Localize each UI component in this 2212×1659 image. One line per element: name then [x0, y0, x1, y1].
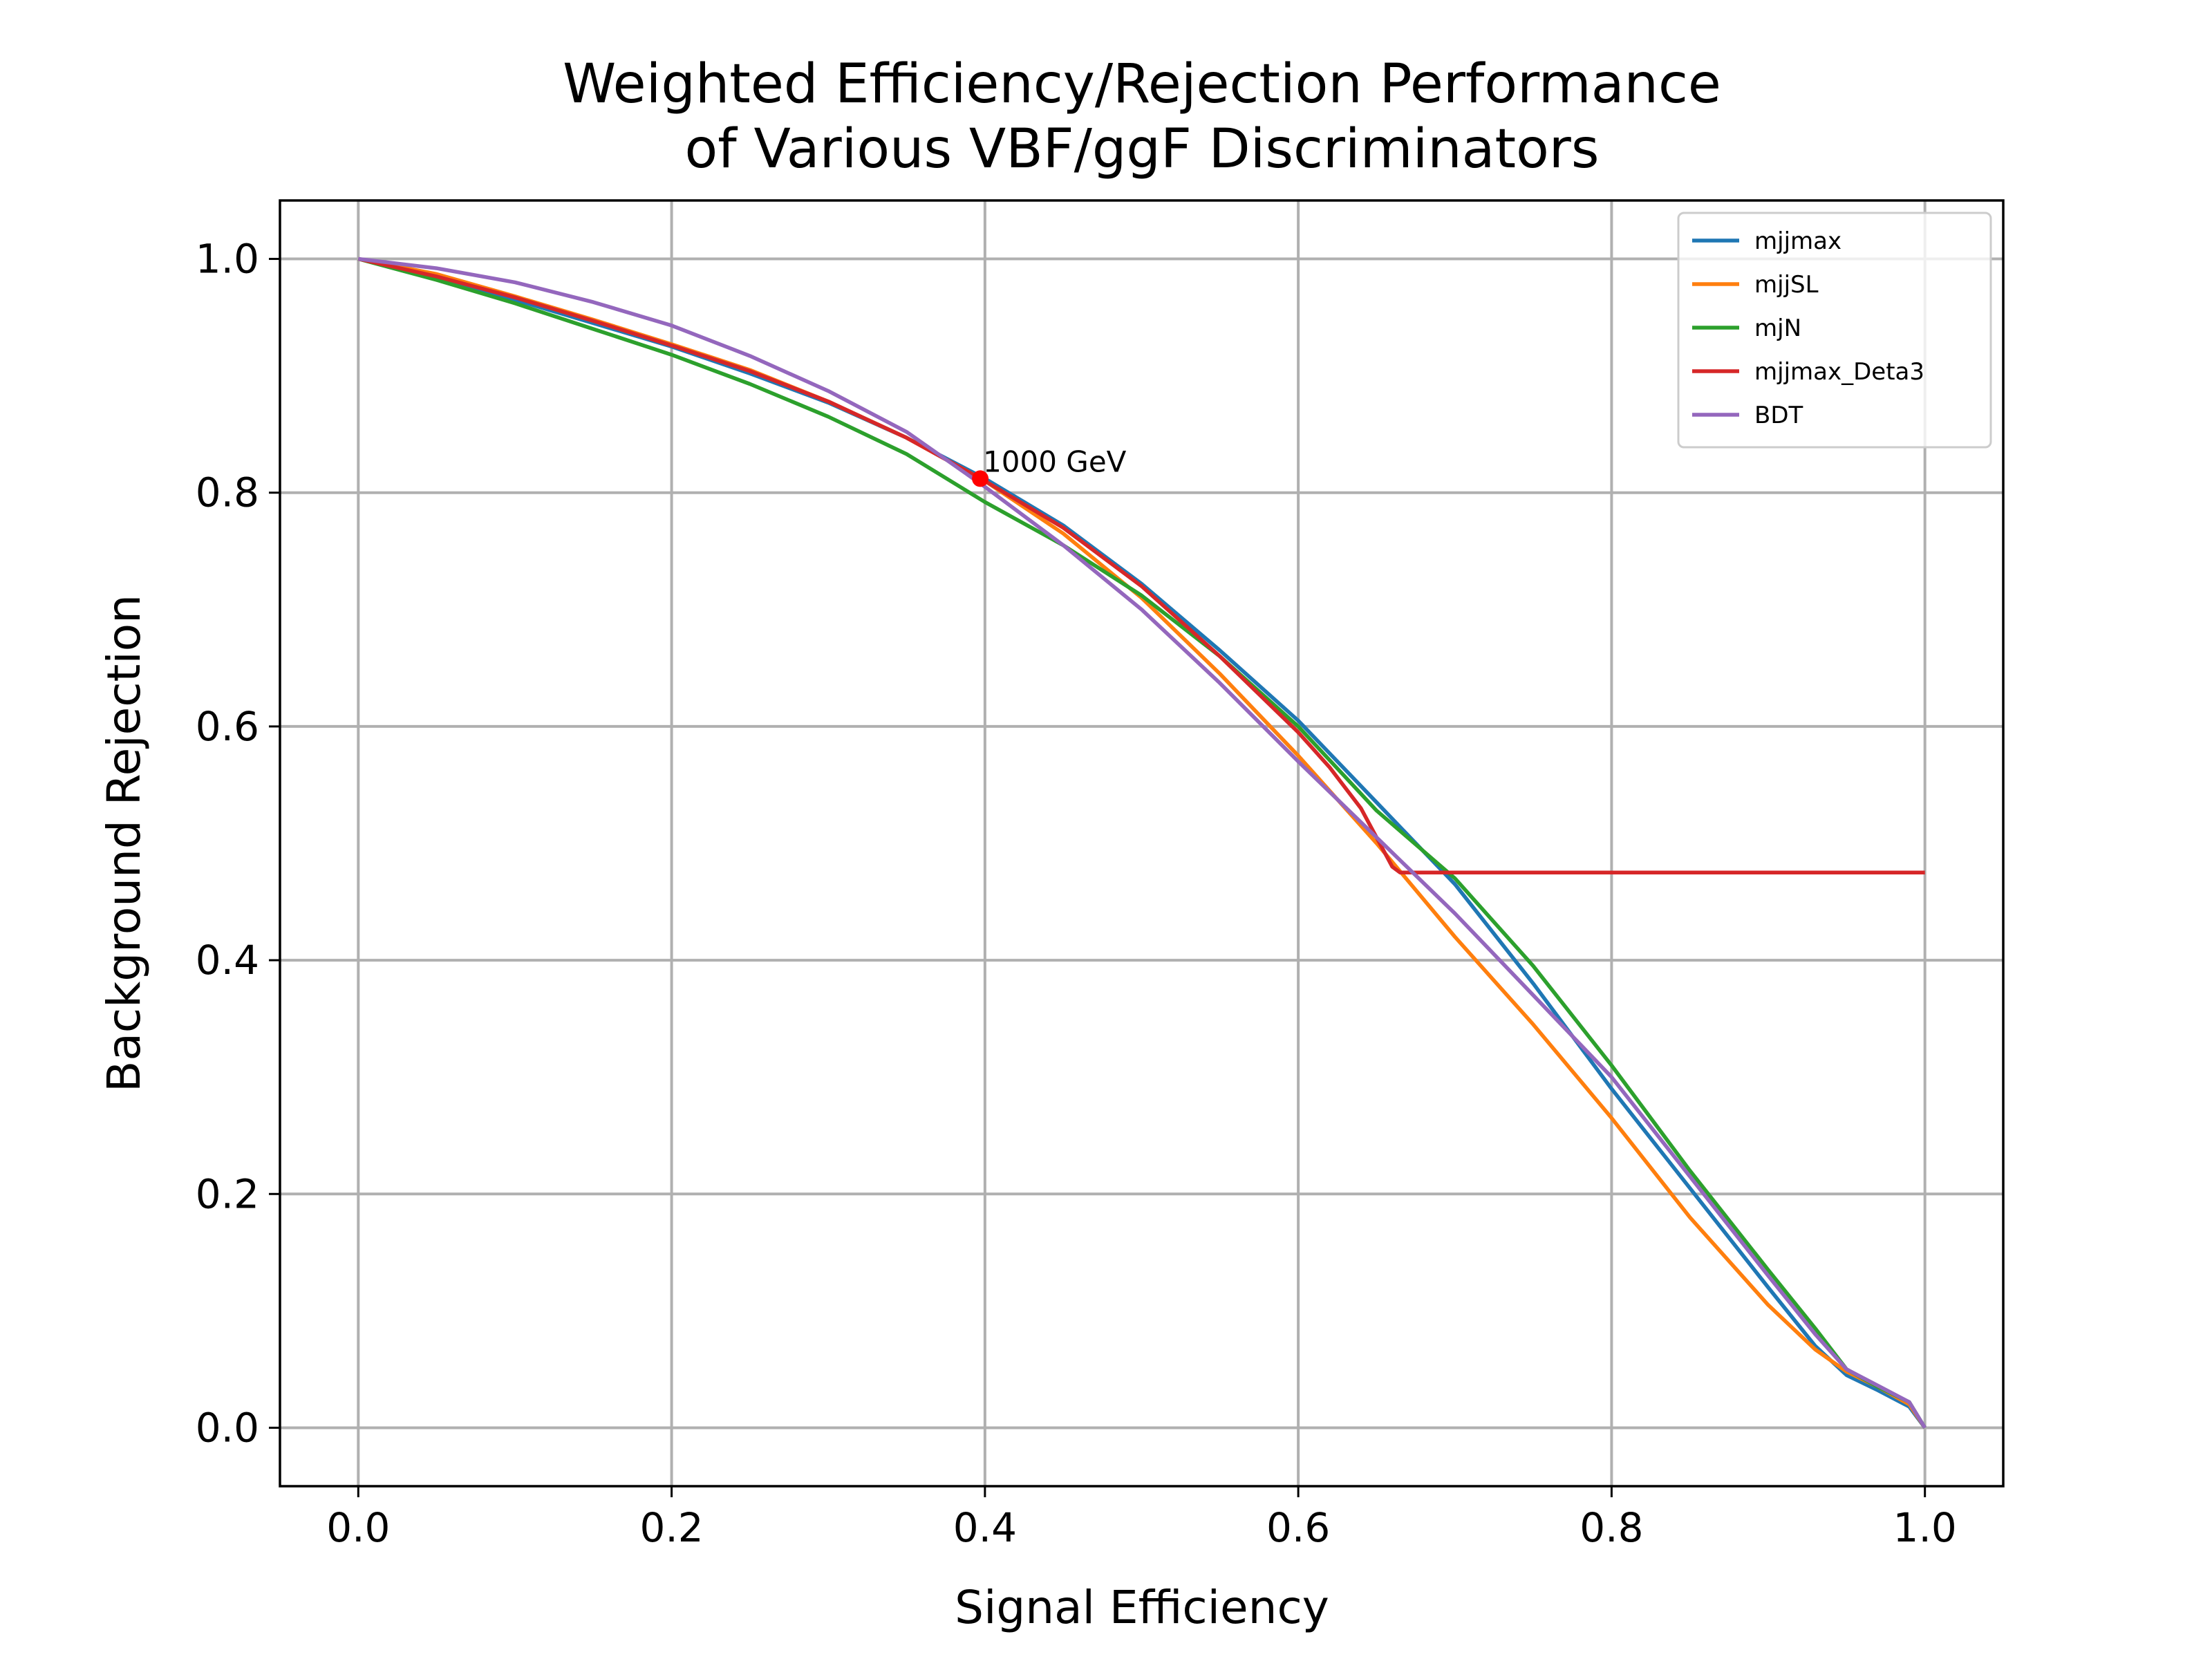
annotation-marker [972, 470, 989, 487]
chart-title-line-2: of Various VBF/ggF Discriminators [685, 118, 1600, 180]
annotation-label: 1000 GeV [983, 444, 1127, 478]
x-tick-label: 0.8 [1580, 1504, 1643, 1551]
legend-box [1677, 212, 1992, 449]
x-tick-label: 0.2 [639, 1504, 703, 1551]
x-tick-label: 1.0 [1893, 1504, 1957, 1551]
y-tick-label: 0.6 [196, 703, 259, 750]
series-group [357, 256, 1927, 1430]
y-axis-label: Background Rejection [97, 594, 151, 1092]
x-tick-label: 0.6 [1266, 1504, 1330, 1551]
grid [280, 200, 2003, 1486]
ticks: 0.0 0.2 0.4 0.6 0.8 1.0 0.0 0.2 0.4 0.6 0.8 1.0 [196, 236, 1957, 1551]
y-tick-label: 0.8 [196, 469, 259, 516]
x-axis-label: Signal Efficiency [955, 1581, 1329, 1634]
x-tick-label: 0.4 [953, 1504, 1017, 1551]
chart-title-line-1: Weighted Efficiency/Rejection Performanc… [563, 53, 1721, 115]
series-line-mjN [357, 256, 1927, 1429]
legend-label-mjjmax: mjjmax [1754, 227, 1841, 255]
legend: mjjmax mjjSL mjN mjjmax_Deta3 BDT [1677, 212, 1992, 449]
legend-label-BDT: BDT [1754, 402, 1803, 429]
annotations: 1000 GeV [972, 444, 1127, 487]
plot-frame [279, 199, 2005, 1488]
y-tick-label: 0.0 [196, 1404, 259, 1451]
y-tick-label: 1.0 [196, 236, 259, 283]
legend-label-mjN: mjN [1754, 315, 1801, 342]
y-tick-label: 0.2 [196, 1170, 259, 1217]
series-line-BDT [357, 256, 1927, 1429]
legend-label-mjjSL: mjjSL [1754, 271, 1819, 299]
legend-label-mjjmax_Deta3: mjjmax_Deta3 [1754, 358, 1924, 386]
series-line-mjjmax_Deta3 [357, 256, 1925, 875]
x-tick-label: 0.0 [326, 1504, 390, 1551]
y-tick-label: 0.4 [196, 937, 259, 984]
